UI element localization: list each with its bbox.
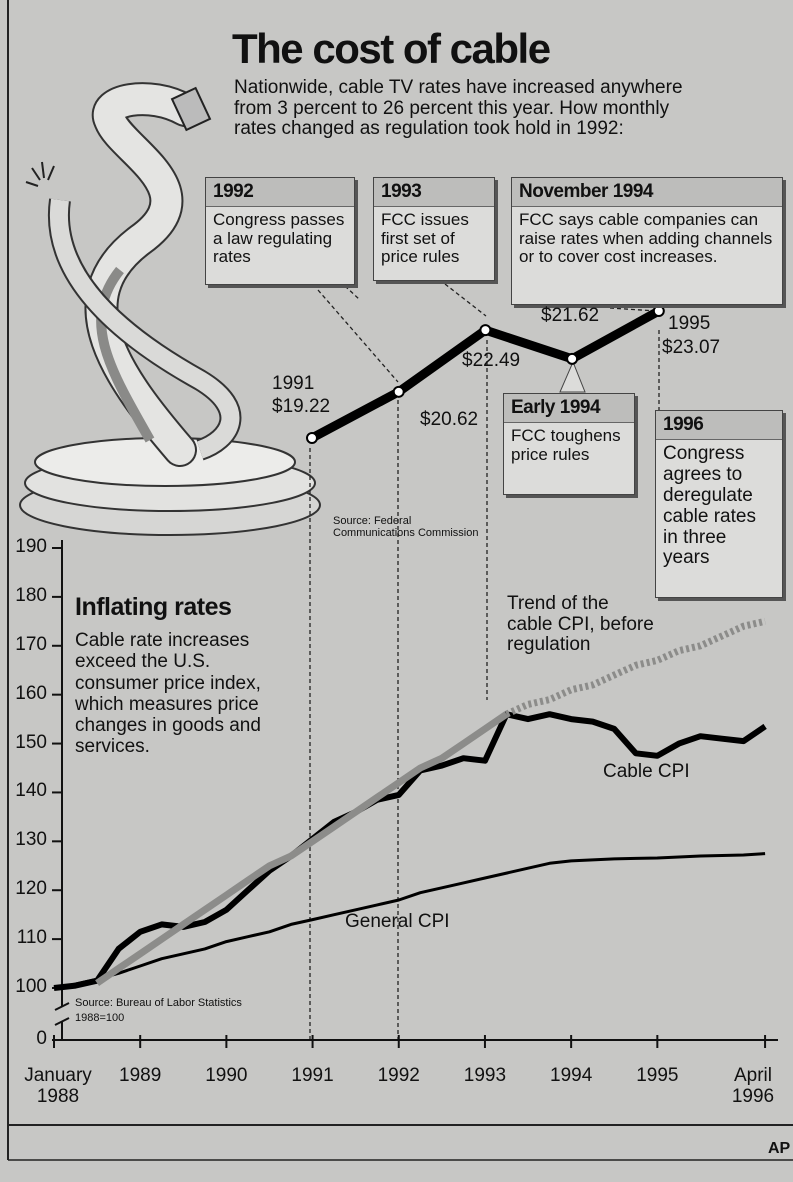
chart-note: 1988=100 bbox=[75, 1012, 125, 1024]
annotation-title: 1993 bbox=[374, 178, 494, 207]
x-tick-label: 1994 bbox=[550, 1065, 593, 1086]
y-tick-label: 0 bbox=[36, 1028, 47, 1049]
annotation-box: November 1994 FCC says cable companies ca… bbox=[511, 177, 783, 305]
series-line bbox=[95, 711, 509, 986]
axis-break bbox=[54, 1002, 70, 1026]
series-label: Cable CPI bbox=[603, 761, 690, 782]
chart-subtitle: Nationwide, cable TV rates have increase… bbox=[234, 77, 683, 140]
series-line bbox=[505, 617, 766, 718]
annotation-title: November 1994 bbox=[512, 178, 782, 207]
chart-source: Source: Federal Communications Commissio… bbox=[333, 515, 479, 539]
series-line bbox=[53, 711, 767, 991]
value-label: $21.62 bbox=[541, 305, 600, 326]
x-tick-label: January 1988 bbox=[24, 1065, 92, 1107]
value-label: $22.49 bbox=[462, 350, 521, 371]
annotation-text: FCC toughens price rules bbox=[511, 426, 621, 464]
y-tick-label: 170 bbox=[15, 633, 47, 655]
chart-title: The cost of cable bbox=[232, 25, 551, 72]
rate-point bbox=[479, 324, 492, 337]
annotation-box: 1992 Congress passes a law regulating rat… bbox=[205, 177, 355, 285]
x-tick-label: 1992 bbox=[377, 1065, 420, 1086]
y-tick-label: 130 bbox=[15, 829, 47, 851]
rate-point bbox=[566, 352, 579, 365]
y-tick-label: 180 bbox=[15, 584, 47, 606]
x-tick-label: 1993 bbox=[463, 1065, 507, 1086]
category-label: 1995 bbox=[668, 313, 711, 334]
rate-point bbox=[306, 432, 318, 444]
x-tick-label: 1989 bbox=[119, 1065, 162, 1086]
x-tick-label: April 1996 bbox=[731, 1065, 775, 1107]
annotation-title: 1992 bbox=[206, 178, 354, 207]
annotation-box: 1996 Congress agrees to deregulate cable … bbox=[655, 410, 783, 598]
annotation-text: Congress passes a law regulating rates bbox=[213, 210, 345, 267]
series-label: General CPI bbox=[345, 911, 450, 932]
callout-pointer bbox=[559, 360, 586, 393]
value-label: $23.07 bbox=[662, 337, 721, 358]
annotation-box: 1993 FCC issues first set of price rules bbox=[373, 177, 495, 281]
annotation-text: FCC issues first set of price rules bbox=[381, 210, 469, 267]
annotation-text: Congress agrees to deregulate cable rate… bbox=[663, 443, 756, 569]
annotation-box: Early 1994 FCC toughens price rules bbox=[503, 393, 635, 495]
value-label: $20.62 bbox=[420, 409, 479, 430]
x-tick-label: 1995 bbox=[636, 1065, 679, 1086]
y-tick-label: 150 bbox=[15, 731, 47, 753]
rate-point bbox=[392, 385, 405, 398]
annotation-text: FCC says cable companies can raise rates… bbox=[519, 210, 773, 267]
y-tick-label: 190 bbox=[15, 536, 47, 557]
inset-text: Cable rate increases exceed the U.S. con… bbox=[75, 630, 261, 758]
y-tick-label: 160 bbox=[15, 682, 47, 704]
y-tick-label: 110 bbox=[16, 927, 47, 949]
annotation-title: Early 1994 bbox=[504, 394, 634, 423]
category-label: 1991 bbox=[272, 373, 315, 394]
rate-point bbox=[652, 305, 665, 317]
series-label: Trend of the cable CPI, before regulatio… bbox=[507, 593, 654, 656]
x-tick-label: 1991 bbox=[291, 1065, 334, 1086]
leader-lines bbox=[309, 283, 660, 1040]
credit: AP bbox=[768, 1140, 791, 1157]
chart-source: Source: Bureau of Labor Statistics bbox=[75, 997, 242, 1009]
inset-title: Inflating rates bbox=[75, 593, 232, 621]
y-tick-label: 140 bbox=[15, 780, 47, 802]
series-line bbox=[53, 852, 766, 990]
y-tick-label: 120 bbox=[15, 878, 47, 900]
x-tick-label: 1990 bbox=[205, 1065, 248, 1086]
value-label: $19.22 bbox=[272, 396, 331, 417]
hose-illustration bbox=[19, 82, 321, 536]
annotation-title: 1996 bbox=[656, 411, 782, 440]
y-tick-label: 100 bbox=[15, 976, 47, 997]
